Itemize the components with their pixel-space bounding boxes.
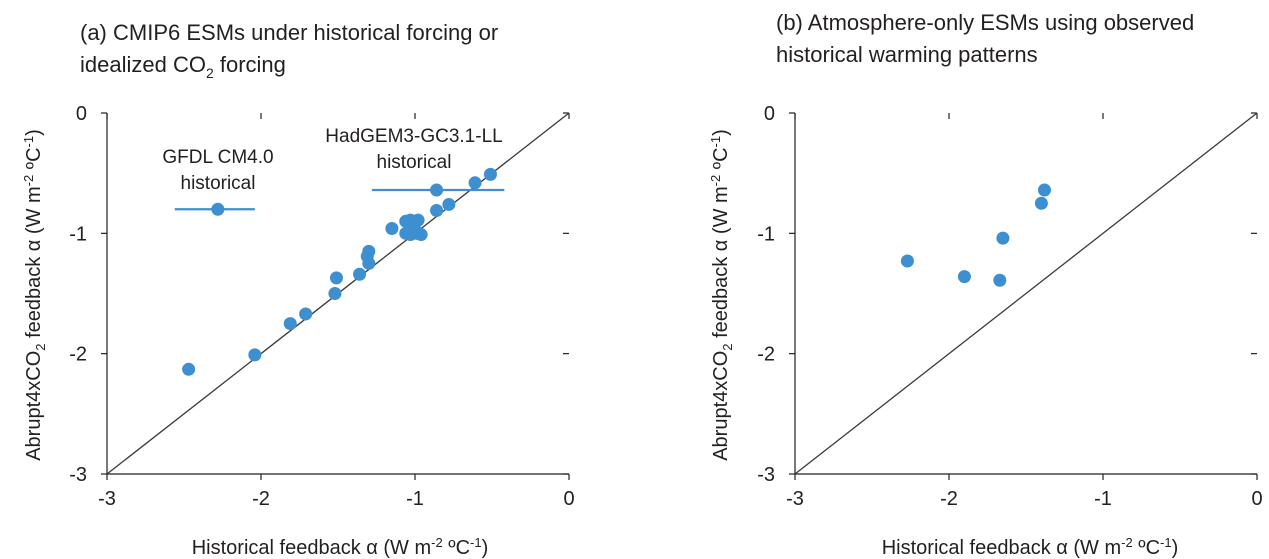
panel-b-y-tick-label: -2 [757, 344, 775, 366]
panel-b-data-point [900, 254, 914, 268]
panel-b-data-point [957, 270, 971, 284]
panel-b-title-line1: (b) Atmosphere-only ESMs using observed [776, 10, 1194, 35]
panel-a-y-tick-label: 0 [76, 103, 87, 125]
panel-b-y-axis-label: Abrupt4xCO2 feedback α (W m-2 ºC-1) [708, 129, 735, 461]
panel-a-data-point [362, 244, 376, 258]
panel-a-x-tick-label: -2 [252, 488, 270, 510]
panel-a-data-point [299, 307, 313, 321]
panel-a-data-point [182, 362, 196, 376]
panel-b-data-point [1037, 183, 1051, 197]
panel-b-title-line2: historical warming patterns [776, 42, 1038, 67]
panel-a-y-tick-label: -1 [69, 223, 87, 245]
panel-a-data-point [328, 287, 342, 300]
hadgem-label-line1: HadGEM3-GC3.1-LL [325, 126, 502, 147]
panel-b: (b) Atmosphere-only ESMs using observed … [708, 10, 1263, 559]
panel-b-y-tick-label: -1 [757, 223, 775, 245]
panel-a-highlight-point [430, 183, 444, 197]
panel-a-data-point [283, 317, 297, 331]
panel-b-y-tick-label: 0 [764, 103, 775, 125]
panel-a-x-tick-label: 0 [563, 488, 574, 510]
panel-b-y-tick-label: -3 [757, 464, 775, 486]
panel-b-axes: -3 -2 -1 0 0 -1 -2 -3 [757, 103, 1262, 510]
gfdl-label-line1: GFDL CM4.0 [162, 147, 273, 168]
panel-a-axes: -3 -2 -1 0 0 -1 -2 -3 [69, 103, 574, 510]
panel-a-data-point [483, 167, 497, 181]
panel-a-title-line2: idealized CO2 forcing [80, 52, 286, 81]
panel-b-data-point [996, 231, 1010, 245]
panel-b-x-axis-label: Historical feedback α (W m-2 ºC-1) [882, 535, 1179, 559]
panel-a-x-tick-label: -3 [98, 488, 116, 510]
panel-b-x-tick-label: -3 [786, 488, 804, 510]
panel-a-x-axis-label: Historical feedback α (W m-2 ºC-1) [192, 535, 489, 559]
panel-b-x-tick-label: 0 [1251, 488, 1262, 510]
panel-a-data-point [353, 267, 367, 281]
panel-a-title-line1: (a) CMIP6 ESMs under historical forcing … [80, 20, 498, 45]
panel-a-data-point [248, 348, 262, 362]
panel-b-x-tick-label: -1 [1094, 488, 1112, 510]
panel-a-data-point [468, 176, 482, 190]
panel-a-y-axis-label: Abrupt4xCO2 feedback α (W m-2 ºC-1) [21, 129, 48, 461]
panel-b-data-point [993, 273, 1007, 287]
hadgem-label-line2: historical [377, 152, 452, 173]
panel-b-marks [794, 112, 1258, 475]
panel-a-y-tick-label: -3 [69, 464, 87, 486]
panel-a-data-point [442, 197, 456, 211]
gfdl-label-line2: historical [181, 173, 256, 194]
panel-a-data-point [430, 203, 444, 217]
panel-a-highlight-point [211, 202, 225, 216]
panel-a: (a) CMIP6 ESMs under historical forcing … [21, 20, 575, 559]
panel-b-x-tick-label: -2 [940, 488, 958, 510]
panel-a-data-point [410, 226, 424, 240]
panel-a-marks [106, 112, 570, 475]
panel-a-data-point [385, 222, 399, 236]
panel-b-data-point [1034, 196, 1048, 210]
panel-b-one-to-one-line [794, 112, 1258, 475]
panel-a-data-point [329, 271, 343, 285]
panel-a-x-tick-label: -1 [406, 488, 424, 510]
panel-a-y-tick-label: -2 [69, 344, 87, 366]
